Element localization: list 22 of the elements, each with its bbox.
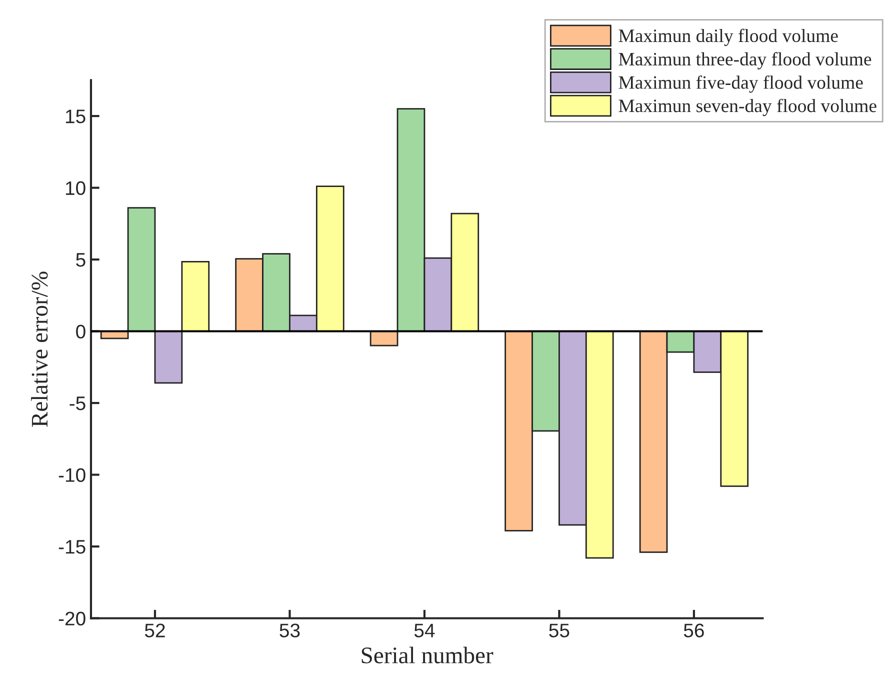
y-tick-label: 5 xyxy=(76,253,86,267)
y-tick-label: 10 xyxy=(66,181,86,196)
y-tick-label: -15 xyxy=(58,540,86,554)
x-tick-label: 53 xyxy=(280,624,300,638)
legend-label: Maximun three-day flood volume xyxy=(618,52,872,70)
x-tick-label: 54 xyxy=(414,624,435,638)
x-tick-label: 56 xyxy=(684,624,704,638)
bar xyxy=(154,330,183,384)
y-axis-title: Relative error/% xyxy=(31,272,48,427)
x-tick-label: 52 xyxy=(144,624,165,638)
legend-label: Maximun daily flood volume xyxy=(618,28,838,46)
legend-label: Maximun five-day flood volume xyxy=(618,75,863,93)
y-tick-label: 0 xyxy=(76,324,86,338)
y-tick-label: -5 xyxy=(70,396,86,410)
y-tick-label: -10 xyxy=(58,468,86,482)
bar xyxy=(181,260,210,332)
legend-label: Maximun seven-day flood volume xyxy=(618,98,876,116)
x-tick-label: 55 xyxy=(549,624,570,638)
x-axis-title: Serial number xyxy=(362,646,494,664)
bar xyxy=(127,207,156,332)
y-tick-label: -20 xyxy=(58,612,86,626)
y-tick-label: 15 xyxy=(66,110,86,124)
